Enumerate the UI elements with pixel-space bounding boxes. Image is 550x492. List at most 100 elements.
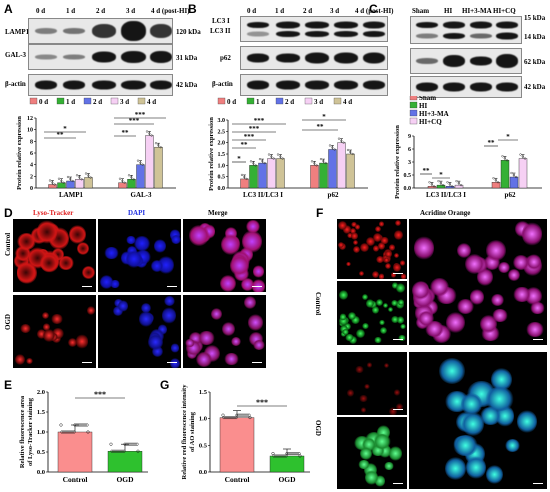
sig-label: ** (57, 131, 65, 139)
y-axis-label: of AO staining (189, 411, 196, 452)
data-point (121, 179, 124, 182)
y-axis-label: Relative fluorescence area (19, 395, 26, 468)
data-point (432, 185, 436, 188)
scale-bar (533, 482, 543, 484)
data-point (258, 157, 262, 161)
data-point (243, 175, 246, 179)
y-tick-label: 3.0 (218, 118, 226, 124)
legend-swatch (56, 97, 65, 105)
cell (373, 434, 392, 450)
cell (372, 306, 380, 314)
blot-b-p62 (240, 46, 388, 70)
data-point (428, 181, 431, 184)
data-point (228, 416, 232, 420)
cell (198, 331, 216, 346)
data-point (270, 155, 273, 158)
cell (150, 260, 164, 272)
grp-cq: HI+CQ (493, 7, 516, 15)
data-point (135, 442, 139, 446)
bar (219, 417, 255, 473)
cell (188, 225, 209, 246)
grp-ma: HI+3-MA (462, 7, 492, 15)
y-tick-label: 2 (30, 174, 33, 180)
ao-green-ogd (336, 416, 408, 490)
legend-swatch (409, 109, 418, 117)
cell (374, 336, 383, 344)
cell (42, 323, 51, 331)
legend-swatch (304, 97, 313, 105)
micrograph-lyso-control (12, 218, 97, 293)
y-tick-label: 3 (408, 160, 411, 166)
sig-label: *** (135, 111, 146, 119)
data-point (125, 442, 129, 446)
cell (68, 338, 78, 348)
cell (348, 311, 357, 320)
cell (338, 316, 348, 327)
bar (145, 135, 154, 189)
cell (351, 232, 359, 241)
data-point (289, 452, 293, 456)
data-point (136, 159, 140, 162)
bar (127, 179, 136, 189)
data-point (62, 430, 66, 434)
y-tick-label: 8 (30, 139, 33, 145)
legend-label: 4 d (343, 98, 352, 106)
cell (164, 295, 175, 306)
sig-label: * (439, 171, 443, 179)
legend-label: 4 d (147, 98, 156, 106)
cell (394, 253, 400, 259)
cell (379, 444, 392, 458)
data-point (459, 184, 463, 187)
data-point (130, 176, 133, 179)
panel-label-c: C (369, 2, 378, 16)
scale-bar (393, 408, 403, 410)
cell (170, 343, 179, 353)
cell (112, 305, 123, 316)
data-point (129, 442, 133, 446)
micrograph-lyso-ogd (12, 294, 97, 369)
data-point (510, 171, 513, 175)
cell (395, 219, 402, 226)
col-lyso: Lyso-Tracker (33, 209, 74, 217)
blot-c-p62 (410, 48, 522, 74)
cell (353, 245, 360, 254)
cell (465, 455, 487, 480)
cell (365, 299, 375, 308)
data-point (112, 449, 116, 453)
cell (516, 410, 538, 434)
grp-hi: HI (444, 7, 453, 15)
ao-red-ogd (336, 351, 408, 416)
cell (171, 234, 181, 245)
data-point (89, 176, 92, 179)
blot-label-lamp1: LAMP1 (5, 28, 30, 36)
cell (384, 249, 392, 258)
legend-swatch (275, 97, 284, 105)
bar (328, 149, 337, 189)
data-point (276, 454, 280, 458)
y-tick-label: 1.5 (218, 152, 226, 158)
cell (526, 254, 542, 270)
bar (500, 160, 510, 189)
sig-label: * (237, 155, 241, 163)
data-point (131, 442, 135, 446)
ao-merge-ogd (408, 351, 548, 490)
data-point (118, 449, 122, 453)
cell (241, 277, 255, 291)
data-point (457, 182, 460, 185)
data-point (59, 423, 63, 427)
cell (99, 274, 113, 290)
cell (15, 246, 31, 261)
data-point (279, 155, 282, 158)
category-label: LAMP1 (59, 191, 84, 199)
legend-label: 3 d (314, 98, 323, 106)
chart-a: 0 d 1 d 2 d 3 d 4 d 0 2 4 6 8 10 12 Protein relative… (16, 97, 176, 199)
data-point (139, 161, 142, 164)
data-point (331, 146, 334, 149)
bar (66, 180, 75, 189)
cell (359, 243, 369, 253)
micrograph-dapi-control (97, 218, 182, 293)
category-label: p62 (505, 191, 516, 199)
cell (389, 244, 395, 251)
data-point (86, 430, 90, 434)
blot-b-lc3 (240, 16, 388, 42)
